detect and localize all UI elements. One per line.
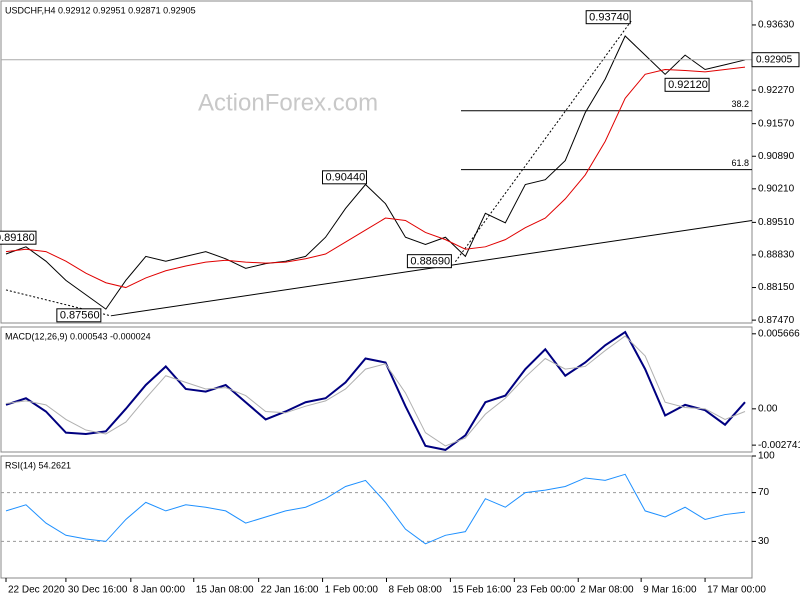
y-tick-label: 0.87470 (758, 315, 795, 326)
y-tick-label: 100 (758, 451, 775, 462)
x-tick-label: 8 Jan 00:00 (133, 585, 186, 596)
annotation-label: 0.92120 (668, 79, 708, 91)
x-tick-label: 1 Feb 00:00 (325, 585, 379, 596)
annotation-box (322, 170, 368, 185)
price-panel (0, 0, 753, 324)
annotation-box (406, 254, 452, 269)
rsi-title: RSI(14) 54.2621 (5, 460, 71, 470)
y-tick-label: 0.91570 (758, 118, 795, 129)
annotation-label: 0.88690 (410, 256, 450, 268)
x-tick-label: 22 Jan 16:00 (261, 585, 319, 596)
y-tick-label: 0.92270 (758, 85, 795, 96)
macd-panel (0, 326, 753, 453)
y-tick-label: -0.002741 (758, 440, 800, 451)
annotation-label: 0.87560 (60, 310, 100, 322)
series-line (5, 66, 746, 289)
y-tick-label: 0.90890 (758, 151, 795, 162)
series-line (5, 335, 746, 447)
x-tick-label: 23 Feb 00:00 (516, 585, 575, 596)
y-tick-label: 0.90210 (758, 183, 795, 194)
fib-label: 61.8 (731, 158, 749, 168)
rsi-panel (0, 455, 753, 579)
watermark: ActionForex.com (198, 89, 378, 116)
y-tick-label: 0.00 (758, 403, 778, 414)
x-tick-label: 15 Feb 16:00 (452, 585, 511, 596)
y-tick-label: 0.88150 (758, 282, 795, 293)
last-price-box (751, 52, 800, 68)
annotation-box (56, 308, 102, 323)
annotation-label: 0.93740 (589, 12, 629, 24)
last-price-label: 0.92905 (756, 54, 793, 65)
series-line (5, 473, 746, 545)
x-tick-label: 2 Mar 08:00 (580, 585, 634, 596)
y-tick-label: 0.005666 (758, 328, 800, 339)
x-tick-label: 30 Dec 16:00 (68, 585, 128, 596)
annotation-label: 0.90440 (326, 172, 366, 184)
x-tick-label: 17 Mar 00:00 (707, 585, 766, 596)
x-tick-label: 15 Jan 08:00 (196, 585, 254, 596)
y-tick-label: 0.93630 (758, 20, 795, 31)
annotation-box (664, 77, 710, 92)
y-tick-label: 0.89510 (758, 217, 795, 228)
annotation-label: 0.89180 (0, 232, 35, 244)
macd-title: MACD(12,26,9) 0.000543 -0.000024 (5, 331, 151, 341)
x-tick-label: 8 Feb 08:00 (388, 585, 442, 596)
y-tick-label: 0.88830 (758, 250, 795, 261)
annotation-box (585, 10, 631, 25)
x-tick-label: 9 Mar 16:00 (643, 585, 697, 596)
x-tick-label: 22 Dec 2020 (8, 585, 65, 596)
y-tick-label: 70 (758, 487, 770, 498)
fib-label: 38.2 (731, 99, 749, 109)
series-line (5, 330, 746, 451)
annotation-box (0, 230, 37, 245)
price-title: USDCHF,H4 0.92912 0.92951 0.92871 0.9290… (5, 5, 196, 15)
series-line (5, 35, 746, 310)
y-tick-label: 30 (758, 536, 770, 547)
